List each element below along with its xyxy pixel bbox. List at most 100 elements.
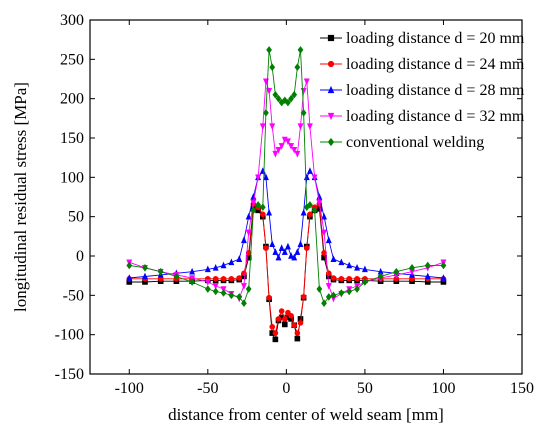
data-point bbox=[272, 150, 279, 158]
data-point bbox=[409, 264, 415, 272]
y-tick-label: 200 bbox=[60, 91, 84, 108]
data-point bbox=[245, 285, 252, 293]
data-point bbox=[316, 285, 323, 293]
data-point bbox=[212, 283, 219, 290]
legend-label: loading distance d = 32 mm bbox=[346, 108, 525, 125]
x-tick-label: 150 bbox=[510, 380, 534, 397]
data-point bbox=[362, 278, 368, 286]
data-point bbox=[142, 264, 148, 272]
legend-marker bbox=[327, 34, 335, 42]
data-point bbox=[291, 147, 298, 154]
data-point bbox=[338, 289, 345, 297]
data-point bbox=[255, 201, 261, 209]
x-tick-label: 50 bbox=[357, 380, 373, 397]
y-tick-label: 300 bbox=[60, 12, 84, 29]
data-point bbox=[325, 283, 332, 290]
data-point bbox=[294, 330, 301, 336]
data-point bbox=[126, 274, 133, 281]
series bbox=[126, 201, 447, 336]
data-point bbox=[284, 138, 291, 145]
data-point bbox=[330, 275, 337, 281]
legend-marker bbox=[327, 112, 335, 121]
y-tick-label: 50 bbox=[68, 209, 84, 226]
data-point bbox=[236, 275, 243, 281]
data-point bbox=[321, 229, 328, 237]
data-point bbox=[220, 261, 227, 269]
series-layer bbox=[126, 46, 447, 343]
data-point bbox=[294, 335, 301, 342]
data-point bbox=[294, 248, 301, 255]
data-point bbox=[361, 265, 368, 273]
data-point bbox=[303, 245, 310, 251]
x-tick-label: 0 bbox=[282, 380, 290, 397]
data-point bbox=[393, 267, 400, 276]
data-point bbox=[311, 174, 318, 182]
data-point bbox=[291, 253, 298, 261]
data-point bbox=[266, 88, 273, 95]
data-point bbox=[263, 109, 269, 117]
data-point bbox=[157, 267, 164, 276]
data-point bbox=[266, 294, 272, 301]
data-point bbox=[354, 285, 360, 293]
data-point bbox=[321, 250, 327, 256]
data-point bbox=[241, 299, 247, 307]
data-point bbox=[266, 208, 273, 216]
data-point bbox=[284, 242, 291, 250]
data-point bbox=[281, 321, 288, 328]
data-point bbox=[126, 261, 133, 270]
data-point bbox=[330, 255, 337, 262]
data-point bbox=[269, 63, 276, 71]
data-point bbox=[288, 312, 294, 319]
legend-label: loading distance d = 20 mm bbox=[346, 30, 525, 47]
series bbox=[126, 46, 447, 307]
x-tick-label: -100 bbox=[115, 380, 144, 397]
y-tick-label: 250 bbox=[60, 51, 84, 68]
data-point bbox=[212, 276, 219, 282]
data-point bbox=[228, 291, 235, 300]
data-point bbox=[275, 147, 282, 154]
data-point bbox=[291, 322, 298, 329]
data-point bbox=[275, 253, 282, 261]
legend-label: loading distance d = 24 mm bbox=[346, 56, 525, 73]
data-point bbox=[297, 123, 304, 131]
data-point bbox=[255, 174, 262, 182]
series bbox=[126, 167, 447, 281]
data-point bbox=[321, 212, 328, 220]
data-point bbox=[250, 206, 257, 215]
y-tick-label: -50 bbox=[63, 287, 84, 304]
data-point bbox=[338, 258, 345, 266]
data-point bbox=[236, 255, 243, 262]
data-point bbox=[346, 261, 353, 269]
data-point bbox=[440, 261, 447, 270]
data-point bbox=[269, 123, 276, 131]
data-point bbox=[288, 252, 295, 259]
data-point bbox=[338, 276, 345, 282]
legend-marker bbox=[327, 137, 335, 147]
data-point bbox=[306, 123, 313, 131]
data-point bbox=[325, 293, 332, 301]
data-point bbox=[220, 276, 227, 282]
data-point bbox=[262, 173, 269, 181]
data-point bbox=[240, 236, 247, 244]
data-point bbox=[259, 123, 266, 131]
x-tick-label: 100 bbox=[431, 380, 455, 397]
data-point bbox=[259, 203, 266, 212]
data-point bbox=[346, 287, 353, 296]
data-point bbox=[245, 229, 252, 237]
data-point bbox=[300, 208, 307, 216]
data-point bbox=[297, 46, 304, 54]
data-point bbox=[275, 316, 282, 322]
data-point bbox=[303, 173, 310, 181]
legend-label: loading distance d = 28 mm bbox=[346, 82, 525, 99]
data-point bbox=[281, 316, 288, 322]
data-point bbox=[440, 274, 447, 281]
legend: loading distance d = 20 mm loading distan… bbox=[320, 30, 525, 151]
data-point bbox=[424, 261, 431, 270]
data-point bbox=[294, 63, 301, 71]
data-point bbox=[281, 248, 288, 255]
data-point bbox=[294, 150, 301, 158]
axis-ticks: -100 -50 0 50 100 150 -150 -100 -50 0 50 100 150 200 2… bbox=[55, 12, 534, 397]
data-point bbox=[212, 263, 219, 271]
data-point bbox=[321, 299, 327, 307]
data-point bbox=[245, 212, 252, 220]
